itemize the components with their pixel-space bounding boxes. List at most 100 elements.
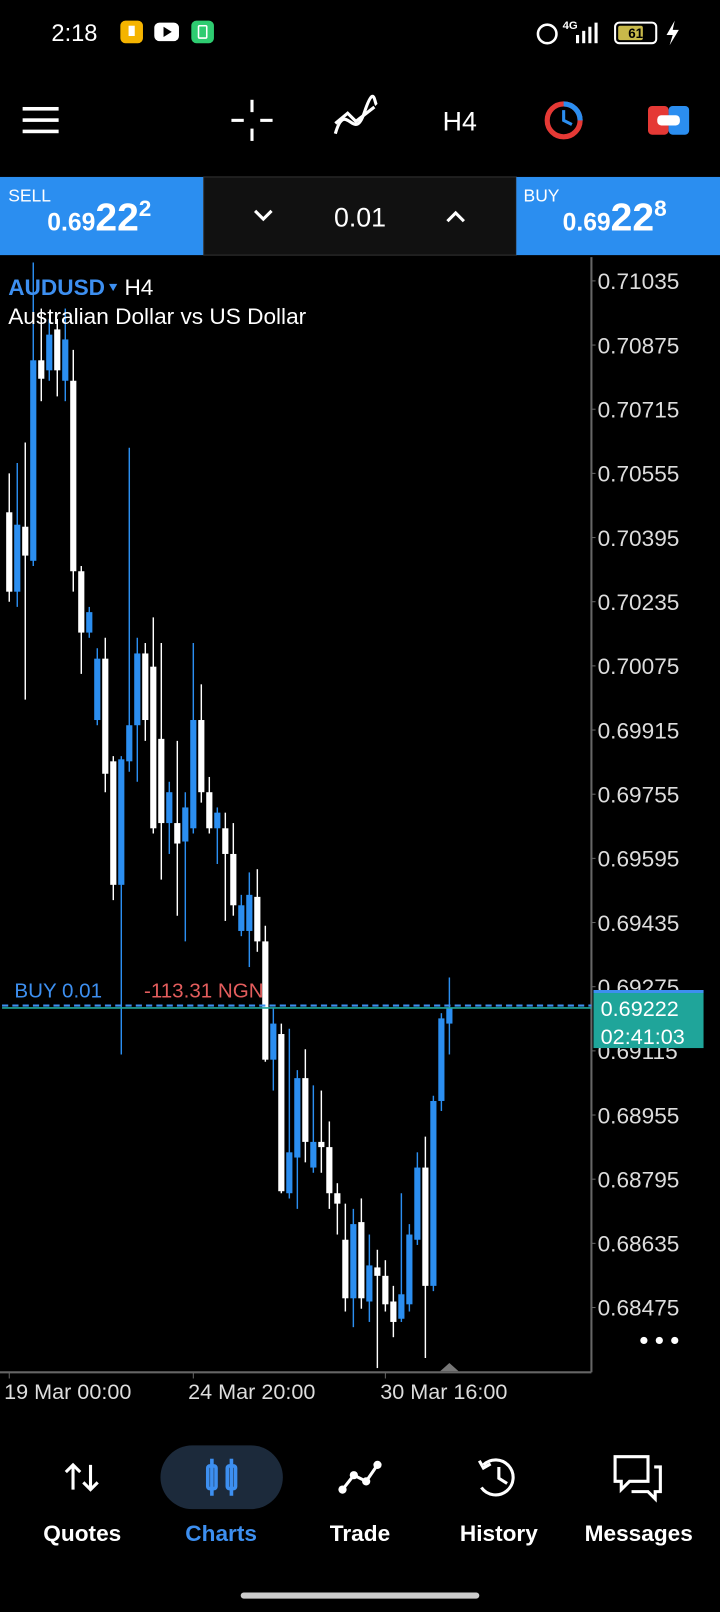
menu-line bbox=[22, 106, 59, 111]
menu-button[interactable] bbox=[22, 106, 59, 134]
candle-body bbox=[246, 894, 253, 931]
candle-body bbox=[102, 658, 109, 774]
indicators-button[interactable] bbox=[333, 94, 378, 135]
signal-bar bbox=[588, 26, 592, 44]
bubble bbox=[613, 1455, 650, 1494]
more-button[interactable] bbox=[640, 1336, 679, 1345]
candle-body bbox=[214, 812, 221, 829]
history-hands bbox=[497, 1466, 508, 1485]
candle-body bbox=[414, 1167, 421, 1240]
sell-price-small: 2 bbox=[139, 196, 152, 221]
buy-label: BUY bbox=[524, 186, 560, 206]
candle-body bbox=[398, 1294, 405, 1319]
y-tick-label: 0.69755 bbox=[598, 782, 680, 807]
history-arrow bbox=[477, 1460, 492, 1471]
order-label: BUY 0.01 bbox=[14, 979, 102, 1002]
one-click-button[interactable] bbox=[648, 105, 690, 135]
current-price-label: 0.69222 bbox=[601, 996, 679, 1021]
sell-button[interactable] bbox=[0, 176, 204, 256]
indicator-curve bbox=[334, 105, 376, 125]
candle-body bbox=[222, 828, 229, 854]
signal-bar bbox=[594, 22, 598, 44]
y-tick-label: 0.70395 bbox=[598, 526, 680, 551]
candle-body bbox=[166, 792, 173, 824]
candle-body bbox=[446, 1007, 453, 1024]
candle-body bbox=[326, 1147, 333, 1194]
battery-percent: 61 bbox=[628, 26, 643, 41]
dot bbox=[655, 1336, 663, 1345]
candle-body bbox=[262, 941, 269, 1060]
app-icon-glyph bbox=[197, 24, 208, 39]
candle-body bbox=[198, 720, 205, 793]
lot-increase[interactable] bbox=[446, 210, 465, 223]
lot-size[interactable]: 0.01 bbox=[334, 202, 386, 232]
trade-dot bbox=[362, 1477, 371, 1486]
y-tick-label: 0.70875 bbox=[598, 333, 680, 358]
trade-line bbox=[341, 1464, 379, 1491]
candle-body bbox=[238, 905, 245, 931]
menu-line bbox=[22, 129, 59, 134]
chart: 0.71035 0.70875 0.70715 0.70555 0.70395 0.702… bbox=[0, 257, 704, 1404]
youtube-icon-glyph bbox=[163, 26, 172, 38]
nav-item[interactable]: Charts bbox=[185, 1521, 257, 1546]
signal-bar bbox=[576, 34, 580, 44]
nav-item[interactable]: Quotes bbox=[43, 1521, 121, 1546]
app-icon bbox=[191, 20, 214, 44]
y-tick-label: 0.68475 bbox=[598, 1296, 680, 1321]
trade-dot bbox=[338, 1485, 347, 1494]
dot bbox=[671, 1336, 679, 1345]
candle-body bbox=[302, 1078, 309, 1142]
nav-item[interactable]: Messages bbox=[585, 1521, 693, 1546]
arrow-down bbox=[82, 1464, 99, 1492]
candle-body bbox=[406, 1234, 413, 1305]
candle-body bbox=[374, 1267, 381, 1276]
timeframe-button[interactable]: H4 bbox=[443, 107, 477, 137]
status-time: 2:18 bbox=[51, 21, 97, 47]
buy-price-big: 22 bbox=[611, 196, 654, 239]
one-click-center bbox=[657, 115, 680, 126]
trading-clock-button[interactable] bbox=[544, 101, 583, 140]
buy-price-prefix: 0.69 bbox=[563, 209, 611, 236]
nav-item[interactable]: History bbox=[460, 1521, 538, 1546]
candle-body bbox=[174, 823, 181, 844]
y-tick-label: 0.68795 bbox=[598, 1167, 680, 1192]
history-icon bbox=[477, 1458, 515, 1497]
sell-price-prefix: 0.69 bbox=[47, 209, 95, 236]
buy-button[interactable] bbox=[516, 176, 720, 256]
quotes-icon bbox=[64, 1462, 99, 1492]
candle-body bbox=[182, 807, 189, 842]
candle-body bbox=[6, 512, 13, 592]
candle-body bbox=[334, 1193, 341, 1204]
candle-body bbox=[150, 666, 157, 829]
lot-decrease[interactable] bbox=[253, 209, 273, 222]
nav-item[interactable]: Trade bbox=[330, 1521, 390, 1546]
symbol-dropdown[interactable] bbox=[109, 283, 118, 292]
charging-icon bbox=[666, 20, 679, 46]
current-bar-marker bbox=[440, 1363, 459, 1372]
crosshair-button[interactable] bbox=[231, 99, 273, 141]
history-circle bbox=[480, 1458, 515, 1497]
alarm-icon bbox=[536, 23, 558, 45]
messages-icon bbox=[613, 1455, 662, 1503]
bubble bbox=[631, 1465, 662, 1503]
candle-body bbox=[438, 1018, 445, 1101]
candle-body bbox=[118, 759, 125, 885]
order-profit: -113.31 NGN bbox=[144, 979, 264, 1002]
candle-body bbox=[54, 329, 61, 371]
arrow-up bbox=[64, 1462, 82, 1490]
candle-body bbox=[78, 571, 85, 633]
y-tick-label: 0.68635 bbox=[598, 1232, 680, 1257]
candle-body bbox=[270, 1023, 277, 1060]
candle-body bbox=[318, 1141, 325, 1148]
nav-active-pill bbox=[160, 1445, 283, 1510]
price-tag bbox=[593, 990, 704, 1049]
symbol[interactable]: AUDUSD bbox=[8, 275, 105, 300]
buy-price-small: 8 bbox=[654, 196, 667, 221]
candle-body bbox=[358, 1222, 365, 1299]
candle-body bbox=[190, 720, 197, 829]
y-tick-label: 0.70235 bbox=[598, 590, 680, 615]
notification-icon-glyph bbox=[128, 25, 135, 37]
sell-price: 0.69222 bbox=[47, 196, 151, 239]
candle-body bbox=[382, 1275, 389, 1305]
